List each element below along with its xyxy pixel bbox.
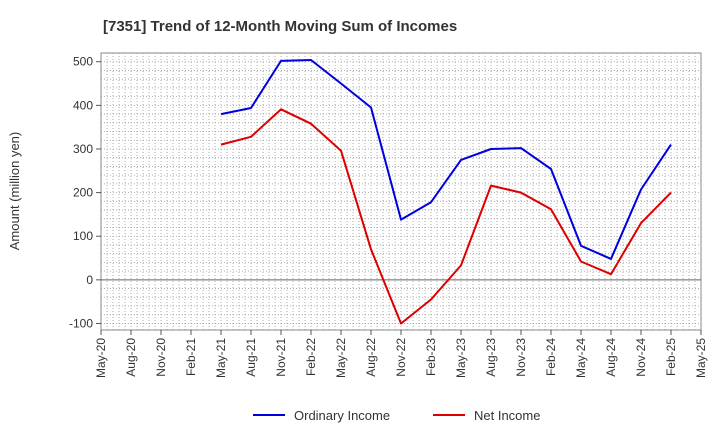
series-line-net-income (220, 108, 672, 325)
x-tick-label: Aug-20 (124, 338, 138, 377)
series-line-ordinary-income (220, 59, 672, 260)
x-tick-label: May-21 (214, 338, 228, 378)
x-tick-label: Nov-21 (274, 338, 288, 377)
x-tick-label: Aug-24 (604, 338, 618, 377)
y-tick-label: 400 (73, 98, 93, 112)
x-tick-label: Aug-22 (364, 338, 378, 377)
x-tick-label: May-23 (454, 338, 468, 378)
x-tick-label: Feb-23 (424, 338, 438, 376)
x-tick-label: Nov-22 (394, 338, 408, 377)
x-tick-label: Feb-25 (664, 338, 678, 376)
y-tick-label: 0 (86, 273, 93, 287)
y-axis-ticks: 500 400 300 200 100 0 -100 (69, 55, 101, 330)
x-tick-label: Feb-21 (184, 338, 198, 376)
y-tick-label: -100 (69, 316, 93, 330)
grid-lines (101, 53, 701, 330)
y-tick-label: 500 (73, 55, 93, 69)
x-tick-label: Feb-24 (544, 338, 558, 376)
x-tick-label: Feb-22 (304, 338, 318, 376)
x-tick-label: May-22 (334, 338, 348, 378)
x-tick-label: May-25 (694, 338, 708, 378)
x-tick-label: Aug-21 (244, 338, 258, 377)
x-tick-label: Nov-23 (514, 338, 528, 377)
x-axis-ticks: May-20 Aug-20 Nov-20 Feb-21 May-21 Aug-21 Nov-… (94, 330, 708, 378)
legend-label: Net Income (474, 408, 540, 423)
x-tick-label: May-24 (574, 338, 588, 378)
y-tick-label: 300 (73, 142, 93, 156)
x-tick-label: Nov-24 (634, 338, 648, 377)
x-tick-label: Aug-23 (484, 338, 498, 377)
x-tick-label: Nov-20 (154, 338, 168, 377)
x-tick-label: May-20 (94, 338, 108, 378)
y-axis-label: Amount (million yen) (7, 132, 22, 251)
y-tick-label: 200 (73, 186, 93, 200)
legend: Ordinary Income Net Income (253, 408, 540, 423)
chart-title: [7351] Trend of 12-Month Moving Sum of I… (103, 18, 457, 35)
y-tick-label: 100 (73, 229, 93, 243)
series-lines (220, 59, 672, 325)
legend-label: Ordinary Income (294, 408, 390, 423)
